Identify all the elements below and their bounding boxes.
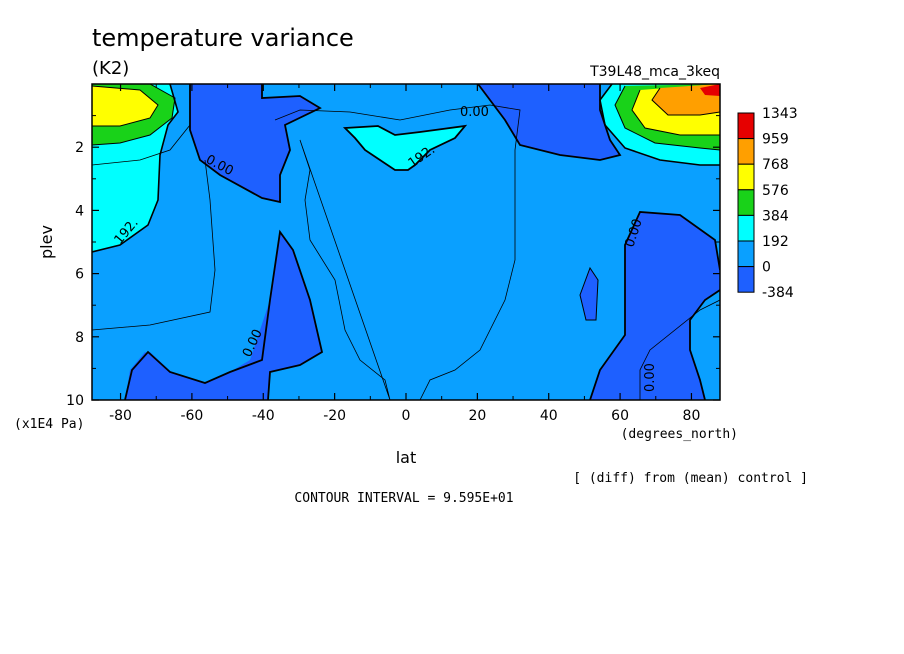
fill-576-south [92,86,158,126]
contour-label-1: 0.00 [460,105,489,120]
contour-north-192 [599,84,720,166]
fill-negative-lower-left-base [125,232,322,400]
colorbar-swatch [737,240,755,268]
colorbar-label: 384 [762,208,789,224]
colorbar-label: 576 [762,183,789,199]
chart-units: (K2) [92,58,129,79]
y-axis-units: (x1E4 Pa) [14,417,84,432]
x-tick-label: -60 [180,408,203,424]
colorbar-label: 768 [762,157,789,173]
contour-zero-lower-right [589,211,720,400]
contour-zero-lower-left [124,229,324,400]
x-axis: -80 -60 -40 -20 0 20 40 60 80 [109,84,700,424]
contour-south-extra [92,95,191,166]
colorbar-label: -384 [762,285,794,301]
contour-thin-center [274,104,521,400]
colorbar: 1343 959 768 576 384 192 0 -384 [737,106,798,301]
x-tick-label: 20 [468,408,486,424]
x-tick-label: 40 [540,408,558,424]
contour-north-576 [631,89,720,136]
x-tick-label: -20 [323,408,346,424]
x-tick-label: 60 [611,408,629,424]
contour-south-384 [92,84,176,146]
fill-negative-upper-left [190,84,320,202]
colorbar-label: 192 [762,234,789,250]
fill-negative-upper-right [478,84,620,160]
fill-959-north [700,84,720,96]
x-tick-label: -40 [252,408,275,424]
y-axis-label: plev [37,225,56,259]
experiment-label: T39L48_mca_3keq [589,64,720,80]
fill-192-equator [345,126,465,170]
x-tick-label: 0 [402,408,411,424]
contour-south-192 [92,84,179,253]
fill-negative-lower-right [590,212,720,400]
colorbar-swatch [737,138,755,165]
y-axis: 2 4 6 8 10 [66,115,720,409]
contour-thin-right [639,299,720,400]
x-tick-label: -80 [109,408,132,424]
colorbar-swatch [737,112,755,140]
colorbar-swatch [737,189,755,216]
y-tick-label: 6 [75,267,84,283]
chart-title: temperature variance [92,24,354,52]
colorbar-swatch [737,266,755,293]
contour-south-576 [92,85,159,127]
y-tick-label: 10 [66,393,84,409]
x-axis-label: lat [396,448,417,467]
contour-lines [92,84,720,400]
contour-zero-upper-left [189,84,322,204]
colorbar-label: 959 [762,132,789,148]
contour-north-768 [651,87,720,116]
contour-192-equator [342,124,468,171]
colorbar-label: 0 [762,260,771,276]
contour-interval: CONTOUR INTERVAL = 9.595E+01 [294,491,513,506]
x-axis-units: (degrees_north) [621,427,738,442]
y-tick-label: 2 [75,140,84,156]
colorbar-swatch [737,214,755,242]
y-tick-label: 4 [75,203,84,219]
contour-zero-island [579,266,599,321]
contour-north-384 [614,85,720,151]
colorbar-label: 1343 [762,106,798,122]
diff-note: [ (diff) from (mean) control ] [573,471,808,486]
y-tick-label: 8 [75,330,84,346]
fill-negative-small-island [580,268,598,320]
contour-label-5: 0.00 [643,363,658,392]
x-tick-label: 80 [683,408,701,424]
contour-thin-mid-left [92,159,216,331]
colorbar-swatch [737,163,755,191]
